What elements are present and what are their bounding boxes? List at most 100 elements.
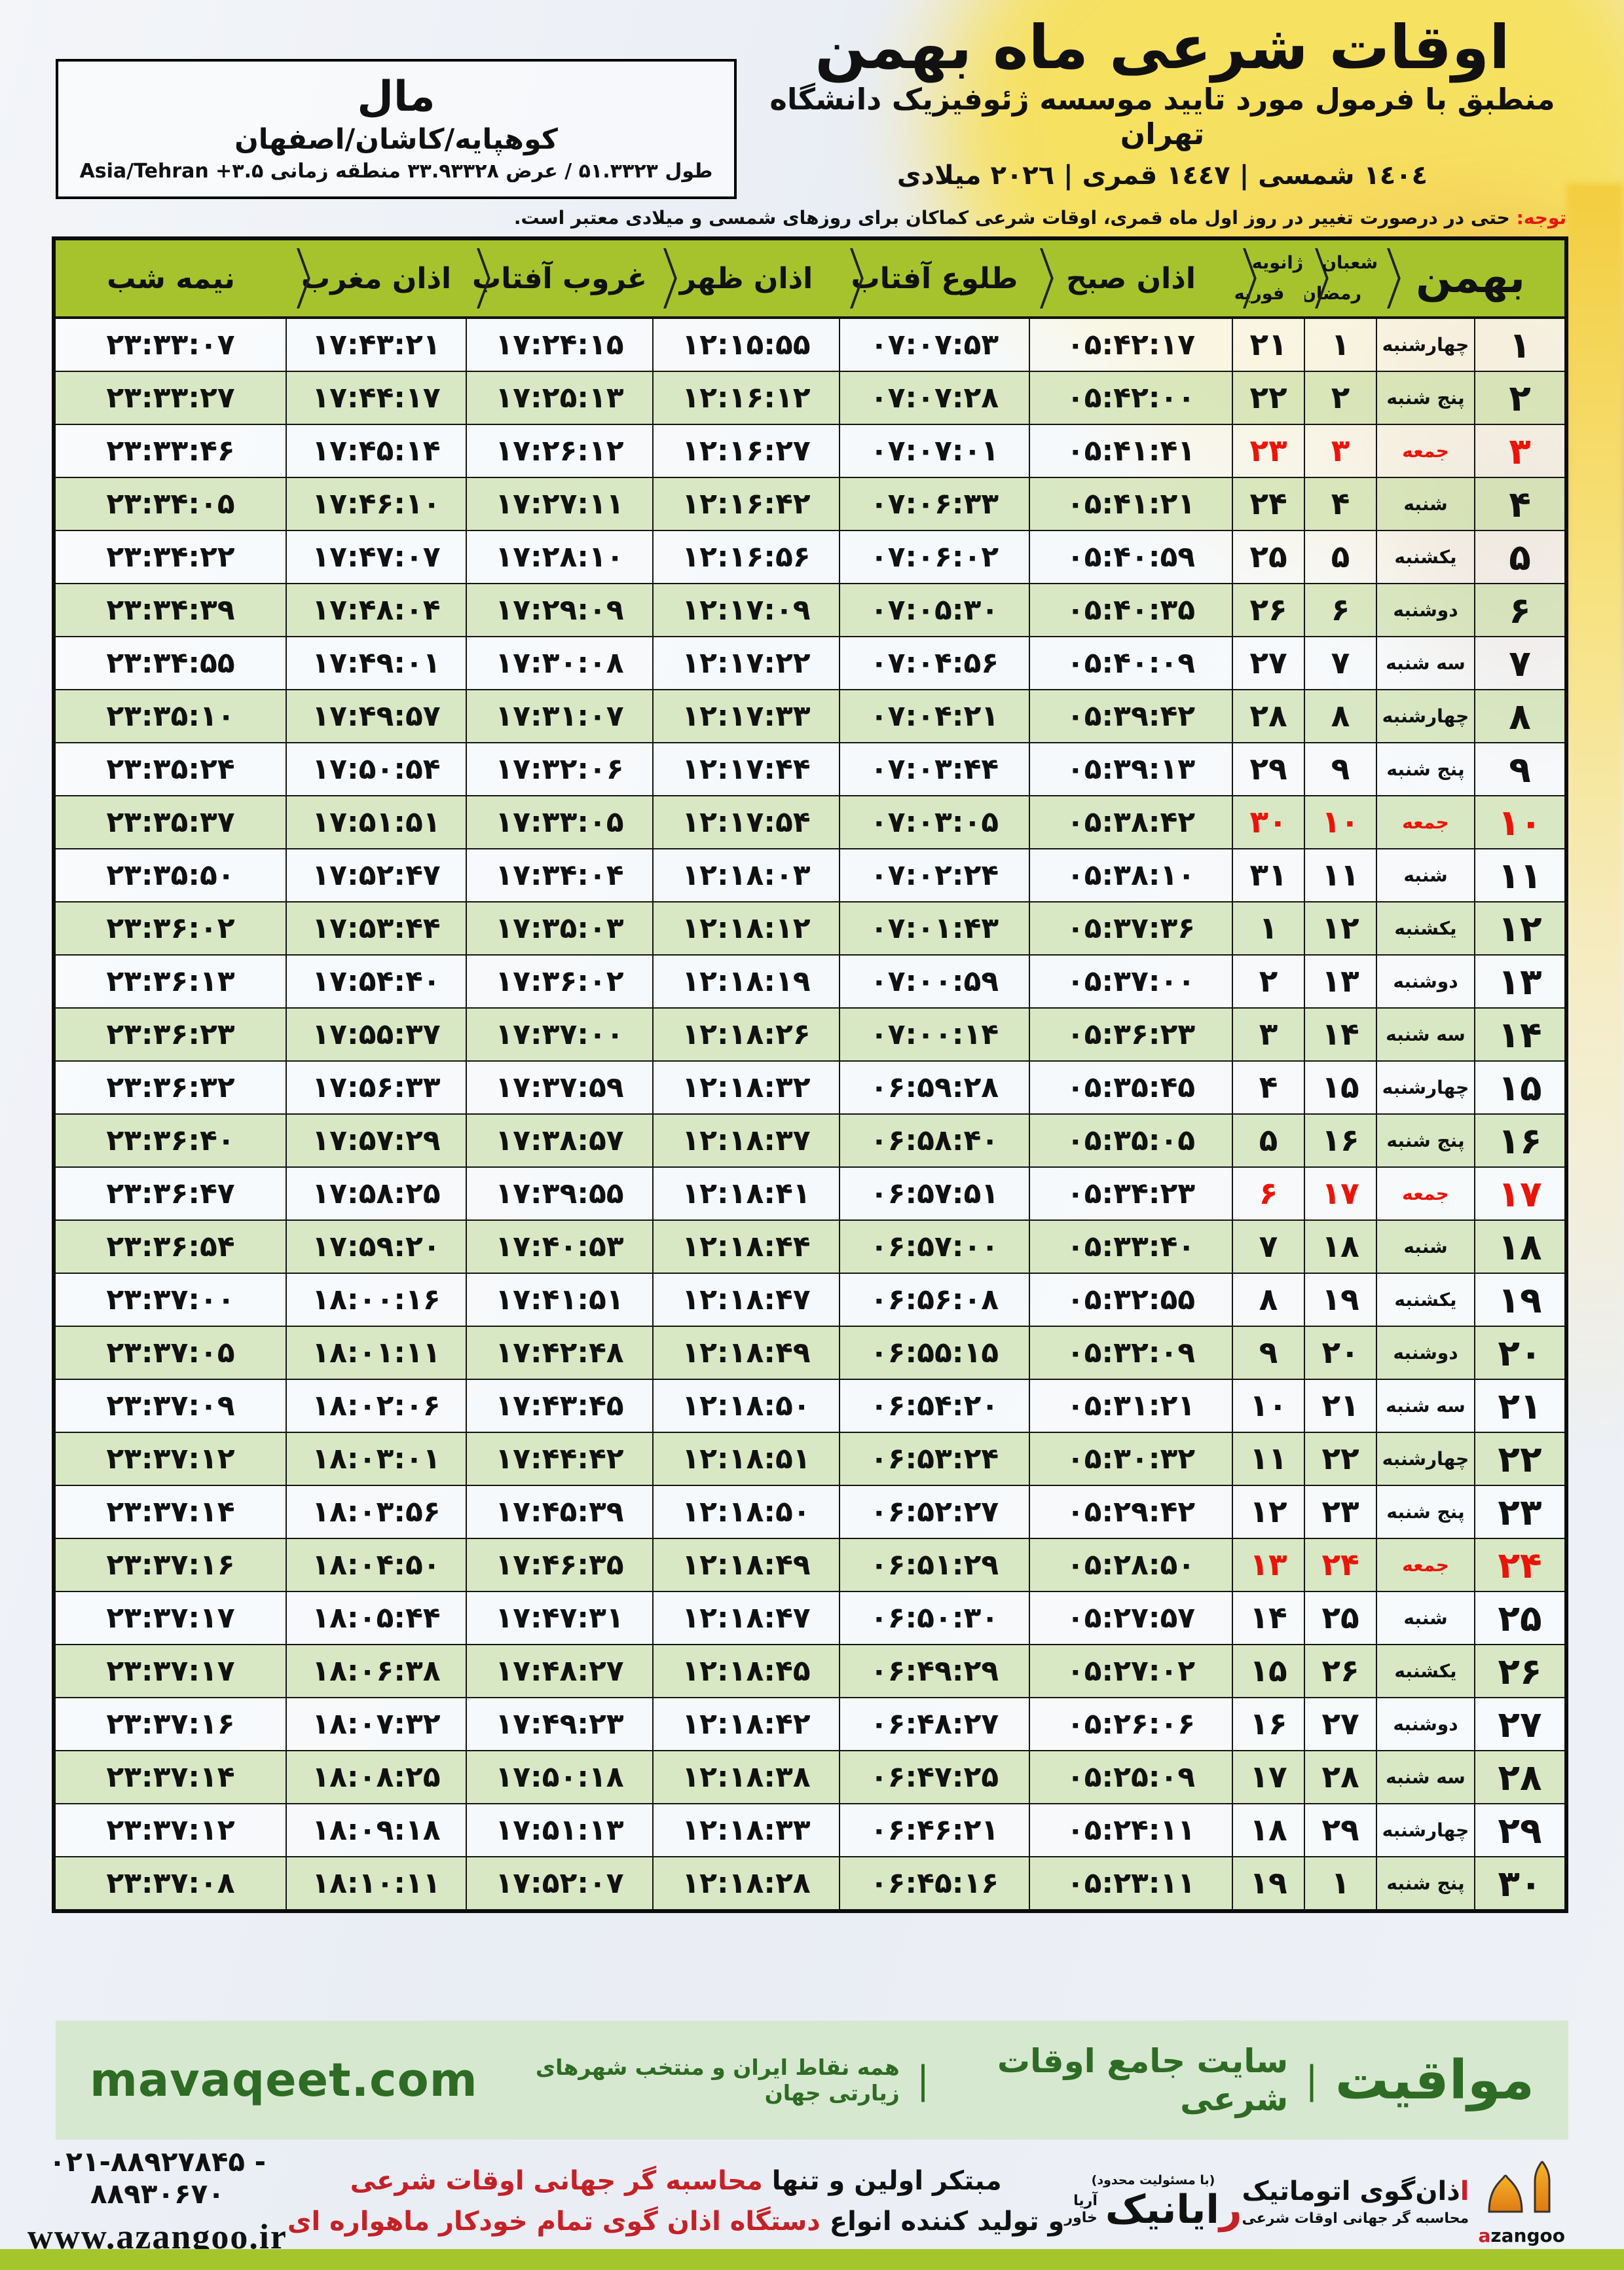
cell-sunrise-time: ۰۶:۴۵:۱۶	[839, 1856, 1030, 1912]
cell-fajr-time: ۰۵:۳۲:۵۵	[1029, 1273, 1233, 1327]
cell-maghrib-time: ۱۷:۵۵:۳۷	[286, 1007, 467, 1062]
cell-maghrib-time: ۱۸:۰۳:۵۶	[286, 1485, 467, 1539]
cell-bahman-day: ۱۶	[1474, 1113, 1567, 1168]
cell-midnight-time: ۲۳:۳۳:۴۶	[53, 424, 287, 478]
cell-weekday: دوشنبه	[1376, 954, 1475, 1009]
location-box: مال کوهپایه/کاشان/اصفهان طول ۵۱.۳۳۲۳ / ع…	[56, 59, 737, 199]
cell-fajr-time: ۰۵:۳۲:۰۹	[1029, 1326, 1233, 1380]
banner-domain-url: mavaqeet.com	[90, 2053, 478, 2107]
cell-bahman-day: ۲۷	[1474, 1697, 1567, 1751]
location-region: کوهپایه/کاشان/اصفهان	[234, 123, 558, 157]
azangoo-icon-wrap: azangoo	[1478, 2157, 1565, 2246]
cell-sunrise-time: ۰۷:۰۷:۲۸	[839, 371, 1030, 425]
cell-gregorian-day: ۵	[1232, 1113, 1305, 1168]
cell-lunar-day: ۱۰	[1304, 795, 1377, 849]
cell-fajr-time: ۰۵:۳۴:۲۳	[1029, 1166, 1233, 1221]
cell-noon-time: ۱۲:۱۶:۲۷	[652, 424, 840, 478]
cell-sunset-time: ۱۷:۴۳:۴۵	[466, 1379, 654, 1433]
cell-midnight-time: ۲۳:۳۷:۱۶	[53, 1697, 287, 1751]
cell-weekday: پنج شنبه	[1376, 1485, 1475, 1539]
cell-noon-time: ۱۲:۱۷:۳۳	[652, 689, 840, 743]
cell-sunrise-time: ۰۶:۴۶:۲۱	[839, 1803, 1030, 1857]
cell-fajr-time: ۰۵:۳۸:۴۲	[1029, 795, 1233, 849]
cell-weekday: چهارشنبه	[1376, 317, 1475, 372]
cell-sunset-time: ۱۷:۴۹:۲۳	[466, 1697, 654, 1751]
table-row: ۳ جمعه ۳ ۲۳ ۰۵:۴۱:۴۱ ۰۷:۰۷:۰۱ ۱۲:۱۶:۲۷ ۱…	[53, 424, 1567, 478]
cell-gregorian-day: ۶	[1232, 1166, 1305, 1221]
cell-sunrise-time: ۰۷:۰۰:۵۹	[839, 954, 1030, 1009]
years-line: ١٤٠٤ شمسی | ١٤٤٧ قمری | ٢٠٢٦ میلادی	[896, 160, 1428, 191]
cell-sunrise-time: ۰۶:۵۷:۵۱	[839, 1166, 1030, 1221]
cell-bahman-day: ۹	[1474, 742, 1567, 796]
table-row: ۱۴ سه شنبه ۱۴ ۳ ۰۵:۳۶:۲۳ ۰۷:۰۰:۱۴ ۱۲:۱۸:…	[53, 1007, 1567, 1062]
cell-lunar-day: ۱۱	[1304, 848, 1377, 902]
cell-gregorian-day: ۲۸	[1232, 689, 1305, 743]
cell-sunset-time: ۱۷:۴۰:۵۳	[466, 1219, 654, 1274]
table-row: ۳۰ پنج شنبه ۱ ۱۹ ۰۵:۲۳:۱۱ ۰۶:۴۵:۱۶ ۱۲:۱۸…	[53, 1856, 1567, 1912]
cell-gregorian-day: ۱۷	[1232, 1750, 1305, 1804]
table-row: ۱۱ شنبه ۱۱ ۳۱ ۰۵:۳۸:۱۰ ۰۷:۰۲:۲۴ ۱۲:۱۸:۰۳…	[53, 848, 1567, 902]
cell-midnight-time: ۲۳:۳۶:۲۳	[53, 1007, 287, 1062]
cell-gregorian-day: ۲۶	[1232, 583, 1305, 637]
cell-lunar-day: ۲۳	[1304, 1485, 1377, 1539]
cell-sunrise-time: ۰۶:۵۴:۲۰	[839, 1379, 1030, 1433]
cell-weekday: پنج شنبه	[1376, 1856, 1475, 1912]
footer-slogan: مبتکر اولین و تنها محاسبه گر جهانی اوقات…	[287, 2161, 1065, 2242]
cell-sunset-time: ۱۷:۳۵:۰۳	[466, 901, 654, 956]
cell-maghrib-time: ۱۷:۴۸:۰۴	[286, 583, 467, 637]
cell-noon-time: ۱۲:۱۸:۴۷	[652, 1273, 840, 1327]
cell-noon-time: ۱۲:۱۸:۱۲	[652, 901, 840, 956]
cell-gregorian-day: ۱	[1232, 901, 1305, 956]
cell-maghrib-time: ۱۸:۰۷:۳۲	[286, 1697, 467, 1751]
cell-sunrise-time: ۰۷:۰۶:۰۲	[839, 530, 1030, 584]
cell-lunar-day: ۲۴	[1304, 1538, 1377, 1592]
cell-sunrise-time: ۰۷:۰۲:۲۴	[839, 848, 1030, 902]
cell-gregorian-day: ۲	[1232, 954, 1305, 1009]
cell-sunset-time: ۱۷:۲۴:۱۵	[466, 317, 654, 372]
cell-bahman-day: ۱۱	[1474, 848, 1567, 902]
table-row: ۷ سه شنبه ۷ ۲۷ ۰۵:۴۰:۰۹ ۰۷:۰۴:۵۶ ۱۲:۱۷:۲…	[53, 636, 1567, 690]
cell-sunrise-time: ۰۶:۵۷:۰۰	[839, 1219, 1030, 1274]
cell-sunset-time: ۱۷:۳۷:۰۰	[466, 1007, 654, 1062]
notice-label: توجه:	[1516, 207, 1566, 229]
cell-fajr-time: ۰۵:۳۱:۲۱	[1029, 1379, 1233, 1433]
cell-bahman-day: ۲۸	[1474, 1750, 1567, 1804]
cell-gregorian-day: ۲۳	[1232, 424, 1305, 478]
cell-fajr-time: ۰۵:۳۶:۲۳	[1029, 1007, 1233, 1062]
cell-maghrib-time: ۱۸:۰۴:۵۰	[286, 1538, 467, 1592]
cell-maghrib-time: ۱۷:۵۲:۴۷	[286, 848, 467, 902]
cell-bahman-day: ۲۰	[1474, 1326, 1567, 1380]
table-row: ۲۳ پنج شنبه ۲۳ ۱۲ ۰۵:۲۹:۴۲ ۰۶:۵۲:۲۷ ۱۲:۱…	[53, 1485, 1567, 1539]
col-header-fajr: اذان صبح	[1029, 238, 1232, 319]
cell-lunar-day: ۲۲	[1304, 1432, 1377, 1486]
rayanik-note: (با مسئولیت محدود)	[1091, 2173, 1215, 2187]
cell-maghrib-time: ۱۷:۴۳:۲۱	[286, 317, 467, 372]
cell-sunrise-time: ۰۷:۰۱:۴۳	[839, 901, 1030, 956]
cell-weekday: دوشنبه	[1376, 583, 1475, 637]
cell-sunrise-time: ۰۶:۵۸:۴۰	[839, 1113, 1030, 1168]
cell-midnight-time: ۲۳:۳۷:۰۹	[53, 1379, 287, 1433]
cell-fajr-time: ۰۵:۲۷:۵۷	[1029, 1591, 1233, 1645]
table-row: ۵ یکشنبه ۵ ۲۵ ۰۵:۴۰:۵۹ ۰۷:۰۶:۰۲ ۱۲:۱۶:۵۶…	[53, 530, 1567, 584]
cell-fajr-time: ۰۵:۳۹:۱۳	[1029, 742, 1233, 796]
cell-maghrib-time: ۱۷:۵۶:۳۳	[286, 1060, 467, 1115]
cell-midnight-time: ۲۳:۳۷:۰۸	[53, 1856, 287, 1912]
cell-gregorian-day: ۳۰	[1232, 795, 1305, 849]
cell-gregorian-day: ۱۸	[1232, 1803, 1305, 1857]
cell-midnight-time: ۲۳:۳۴:۰۵	[53, 477, 287, 531]
cell-noon-time: ۱۲:۱۸:۳۲	[652, 1060, 840, 1115]
cell-noon-time: ۱۲:۱۸:۵۰	[652, 1485, 840, 1539]
azangoo-latin-name: azangoo	[1478, 2224, 1565, 2246]
bottom-strip	[0, 2249, 1624, 2270]
cell-sunset-time: ۱۷:۴۵:۳۹	[466, 1485, 654, 1539]
cell-noon-time: ۱۲:۱۸:۱۹	[652, 954, 840, 1009]
azangoo-text-block: اذان‌گوی اتوماتیک محاسبه گر جهانی اوقات …	[1242, 2176, 1469, 2227]
cell-bahman-day: ۲۱	[1474, 1379, 1567, 1433]
cell-weekday: شنبه	[1376, 1219, 1475, 1274]
page-title: اوقات شرعی ماه بهمن	[815, 12, 1510, 83]
cell-gregorian-day: ۱۵	[1232, 1644, 1305, 1698]
table-row: ۱۲ یکشنبه ۱۲ ۱ ۰۵:۳۷:۳۶ ۰۷:۰۱:۴۳ ۱۲:۱۸:۱…	[53, 901, 1567, 956]
cell-lunar-day: ۱	[1304, 317, 1377, 372]
cell-lunar-day: ۱۷	[1304, 1166, 1377, 1221]
cell-fajr-time: ۰۵:۳۵:۴۵	[1029, 1060, 1233, 1115]
